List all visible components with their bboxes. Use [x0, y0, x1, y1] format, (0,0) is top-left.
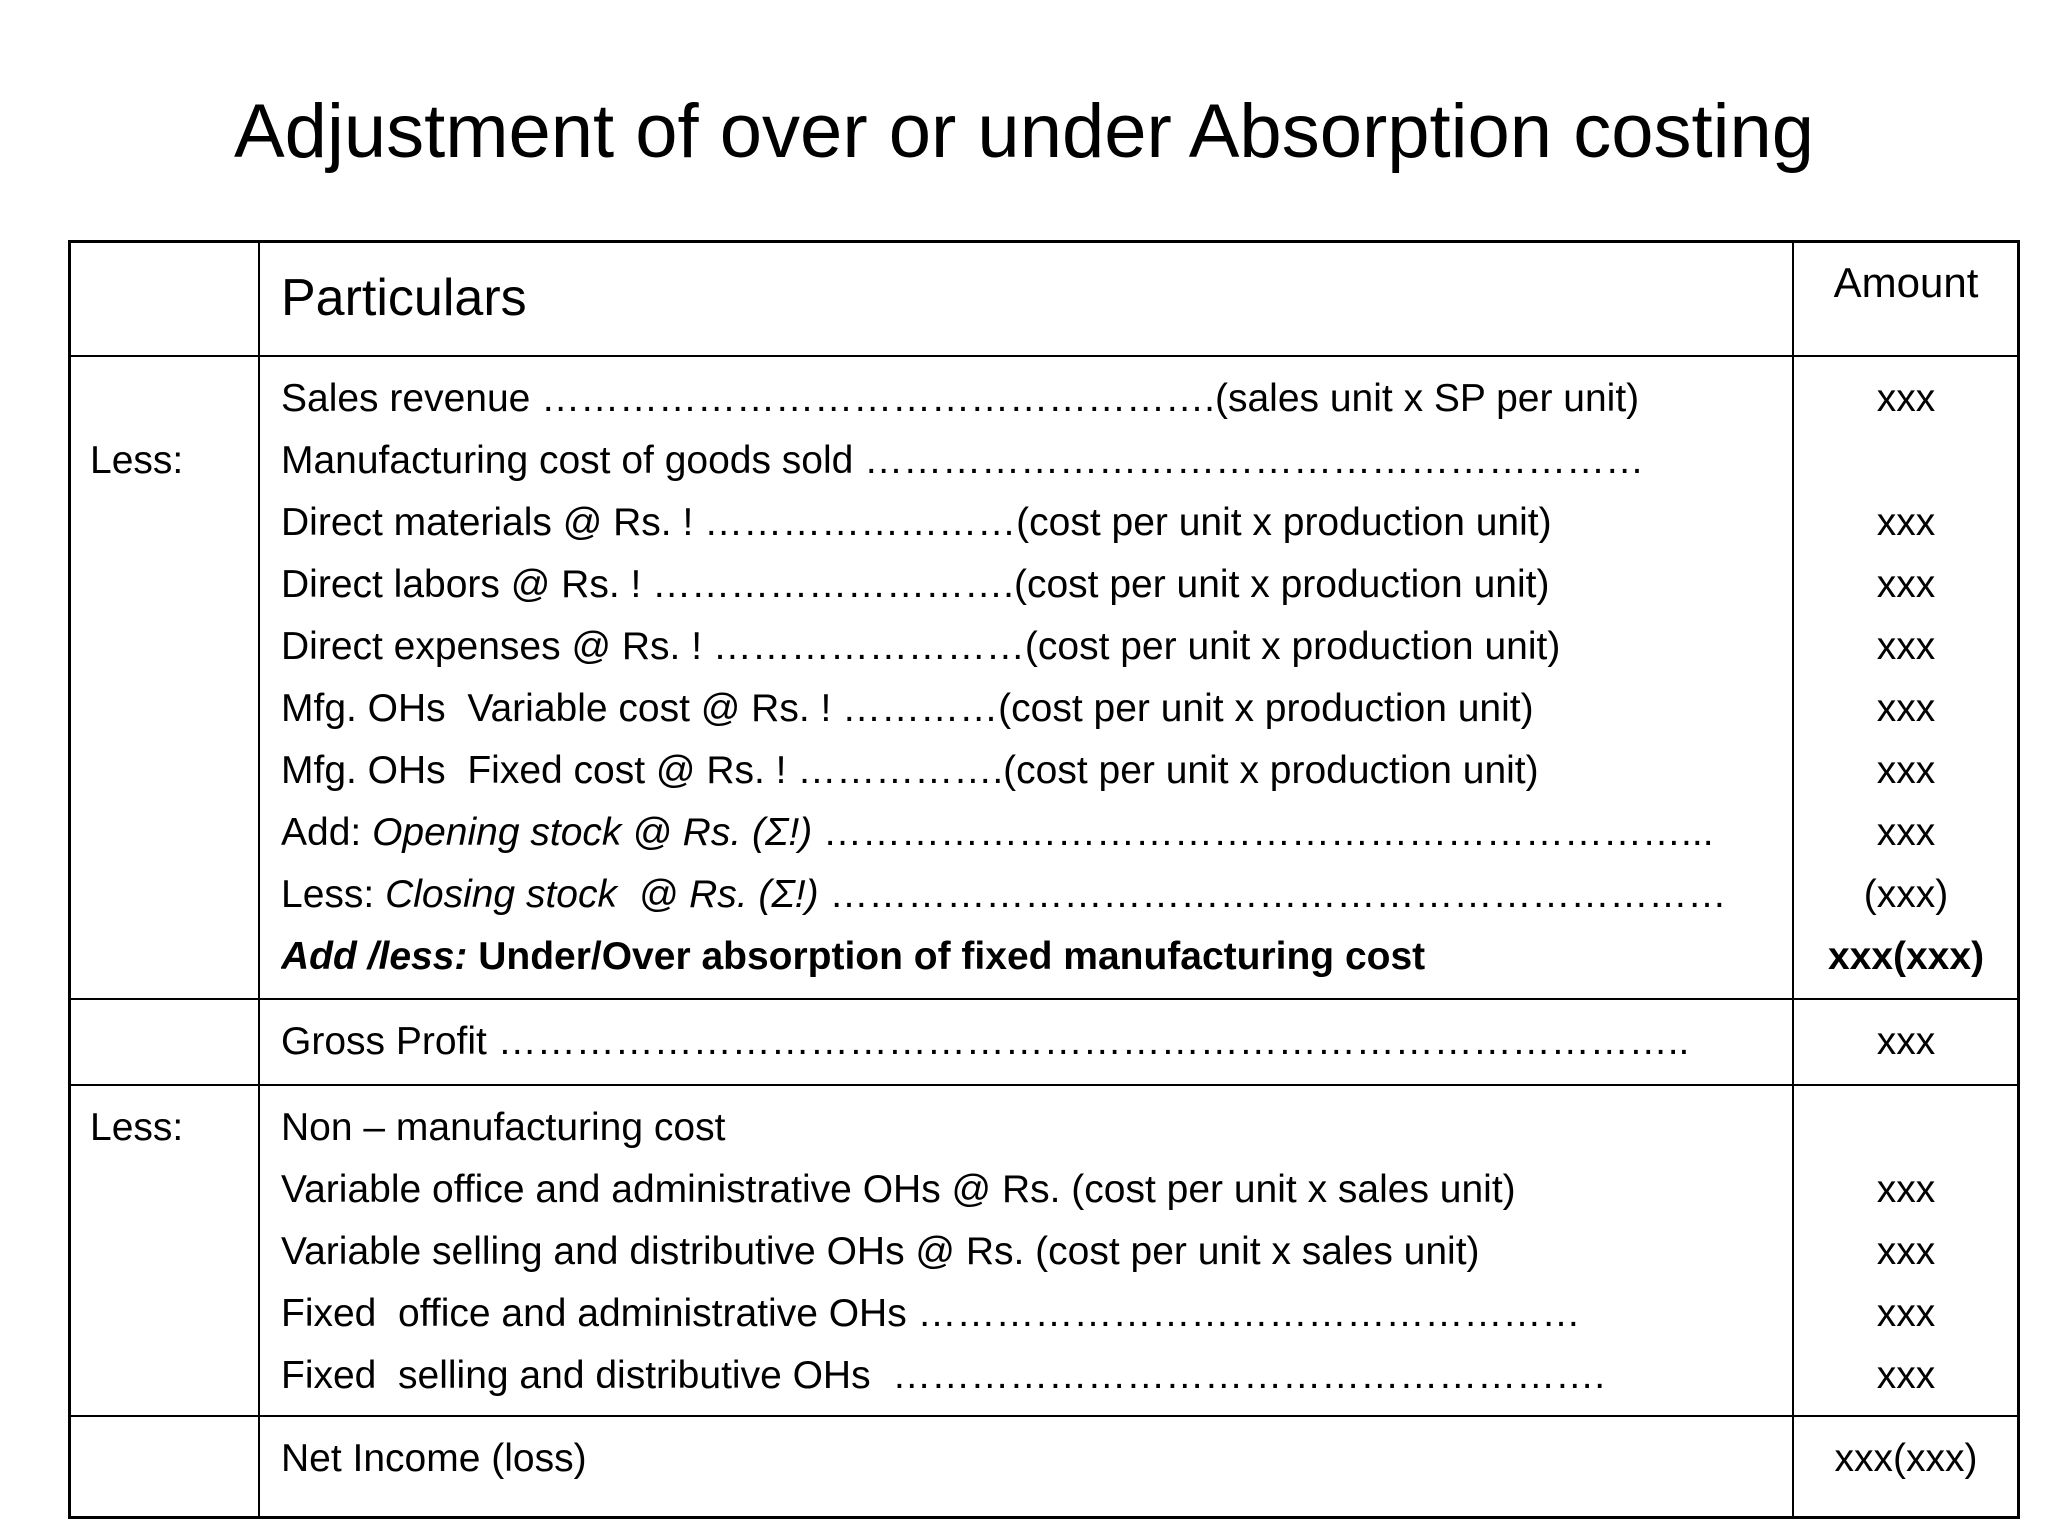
text-segment: Mfg. OHs Fixed cost @ Rs. ! …………….(cost …	[281, 749, 1539, 792]
text-segment: Variable selling and distributive OHs @ …	[281, 1230, 1480, 1273]
amount: (xxx)	[1863, 873, 1949, 916]
amount: xxx	[1876, 1020, 1936, 1063]
line-text: Less: Closing stock @ Rs. (Σ!) …………………………	[281, 870, 1781, 920]
text-segment: Closing stock @ Rs. (Σ!)	[385, 873, 819, 916]
text-segment: Add /less:	[281, 935, 468, 978]
line-text: Fixed office and administrative OHs ……………	[281, 1289, 1781, 1339]
border	[68, 1516, 2020, 1519]
text-segment: Add:	[281, 811, 373, 854]
border	[68, 240, 71, 1519]
line-text: Gross Profit …………………………………………………………………………	[281, 1017, 1781, 1067]
text-segment: Sales revenue …………………………………………….(sales u…	[281, 377, 1640, 420]
text-segment: Manufacturing cost of goods sold ……………………	[281, 439, 1645, 482]
row-line	[68, 1084, 2020, 1086]
text-segment: Non – manufacturing cost	[281, 1106, 726, 1149]
text-segment: Fixed selling and distributive OHs ………………	[281, 1354, 1606, 1397]
text-segment: Gross Profit …………………………………………………………………………	[281, 1020, 1690, 1063]
line-text: Add: Opening stock @ Rs. (Σ!) ……………………………	[281, 808, 1781, 858]
row-label: Less:	[90, 439, 184, 482]
border	[68, 240, 2020, 243]
column-line	[258, 240, 260, 1519]
amount: xxx	[1876, 1354, 1936, 1397]
text-segment: Direct materials @ Rs. ! ……………………(cost p…	[281, 501, 1552, 544]
slide-title: Adjustment of over or under Absorption c…	[233, 89, 1814, 174]
row-line	[68, 1415, 2020, 1417]
amount: xxx	[1876, 563, 1936, 606]
amount: xxx	[1876, 749, 1936, 792]
text-segment: Variable office and administrative OHs @…	[281, 1168, 1516, 1211]
line-text: Net Income (loss)	[281, 1434, 1781, 1484]
line-text: Direct expenses @ Rs. ! ……………………(cost pe…	[281, 622, 1781, 672]
line-text: Variable selling and distributive OHs @ …	[281, 1227, 1781, 1277]
column-line	[1792, 240, 1794, 1519]
header-amount: Amount	[1833, 259, 1979, 306]
text-segment: Direct expenses @ Rs. ! ……………………(cost pe…	[281, 625, 1561, 668]
text-segment: ……………………………………………………………	[818, 873, 1727, 916]
amount: xxx	[1876, 501, 1936, 544]
text-segment: Opening stock @ Rs. (Σ!)	[372, 811, 813, 854]
text-segment: Net Income (loss)	[281, 1437, 587, 1480]
amount: xxx	[1876, 625, 1936, 668]
line-text: Sales revenue …………………………………………….(sales u…	[281, 374, 1781, 424]
text-segment: …………………………………………………………...	[812, 811, 1714, 854]
text-segment: Less:	[281, 873, 386, 916]
header-particulars: Particulars	[281, 269, 527, 327]
line-text: Variable office and administrative OHs @…	[281, 1165, 1781, 1215]
text-segment: Fixed office and administrative OHs ……………	[281, 1292, 1581, 1335]
line-text: Mfg. OHs Variable cost @ Rs. ! …………(cost…	[281, 684, 1781, 734]
amount: xxx	[1876, 687, 1936, 730]
amount: xxx(xxx)	[1827, 935, 1985, 978]
text-segment: Direct labors @ Rs. ! ……………………….(cost pe…	[281, 563, 1550, 606]
border	[2017, 240, 2020, 1519]
row-label: Less:	[90, 1106, 184, 1149]
line-text: Direct labors @ Rs. ! ……………………….(cost pe…	[281, 560, 1781, 610]
amount: xxx	[1876, 1168, 1936, 1211]
line-text: Fixed selling and distributive OHs ………………	[281, 1351, 1781, 1401]
line-text: Direct materials @ Rs. ! ……………………(cost p…	[281, 498, 1781, 548]
amount: xxx	[1876, 1230, 1936, 1273]
amount: xxx	[1876, 1292, 1936, 1335]
text-segment: Under/Over absorption of fixed manufactu…	[467, 935, 1426, 978]
line-text: Add /less: Under/Over absorption of fixe…	[281, 932, 1781, 982]
amount: xxx	[1876, 811, 1936, 854]
amount: xxx	[1876, 377, 1936, 420]
line-text: Non – manufacturing cost	[281, 1103, 1781, 1153]
line-text: Mfg. OHs Fixed cost @ Rs. ! …………….(cost …	[281, 746, 1781, 796]
text-segment: Mfg. OHs Variable cost @ Rs. ! …………(cost…	[281, 687, 1534, 730]
amount: xxx(xxx)	[1834, 1437, 1978, 1480]
line-text: Manufacturing cost of goods sold ……………………	[281, 436, 1781, 486]
row-line	[68, 355, 2020, 357]
row-line	[68, 998, 2020, 1000]
